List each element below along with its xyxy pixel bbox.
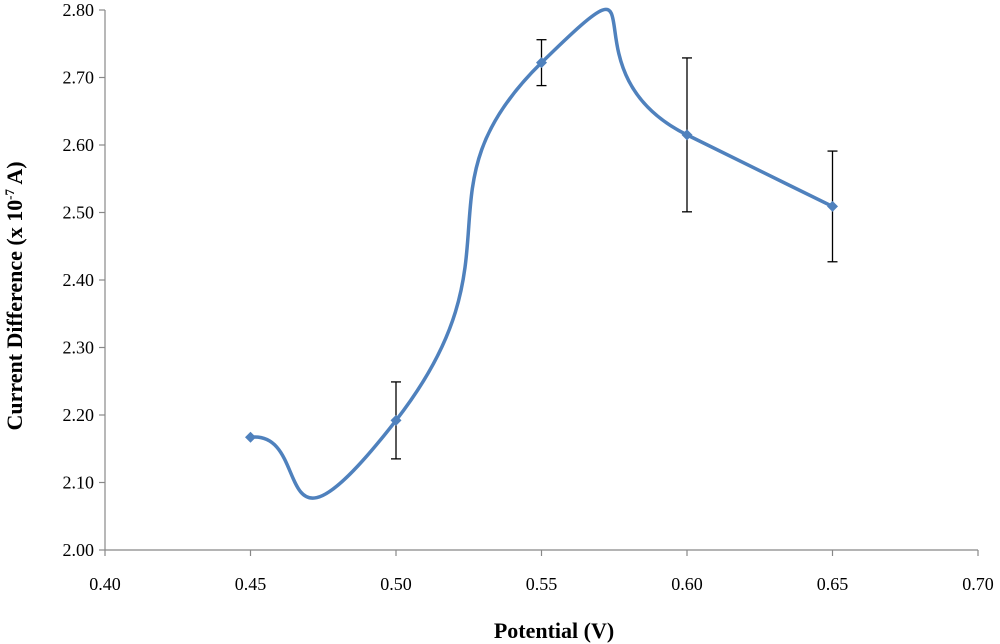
data-point-marker <box>390 414 402 426</box>
data-point-marker <box>681 129 693 141</box>
y-tick-label: 2.30 <box>63 338 95 358</box>
y-tick-label: 2.20 <box>63 405 95 425</box>
x-tick-label: 0.65 <box>817 574 849 594</box>
x-axis-title: Potential (V) <box>494 618 614 643</box>
series-line <box>248 7 835 500</box>
y-axis-ticks: 2.00 2.10 2.20 2.30 2.40 2.50 2.60 2.70 2.80 <box>63 0 105 560</box>
data-point-marker <box>245 431 256 443</box>
x-tick-label: 0.40 <box>89 574 121 594</box>
y-tick-label: 2.00 <box>63 540 95 560</box>
y-axis-title: Current Difference (x 10-7 A) <box>2 161 27 430</box>
y-axis-title-unit: A) <box>2 161 27 189</box>
y-tick-label: 2.70 <box>63 68 95 88</box>
data-markers <box>245 57 838 443</box>
y-tick-label: 2.40 <box>63 270 95 290</box>
y-axis-title-main: Current Difference (x 10 <box>2 200 27 431</box>
y-tick-label: 2.60 <box>63 135 95 155</box>
x-tick-label: 0.50 <box>380 574 412 594</box>
y-axis-title-superscript: -7 <box>2 188 17 199</box>
x-axis-ticks: 0.40 0.45 0.50 0.55 0.60 0.65 0.70 <box>89 550 994 594</box>
y-tick-label: 2.80 <box>63 0 95 20</box>
x-tick-label: 0.55 <box>526 574 558 594</box>
x-tick-label: 0.60 <box>671 574 703 594</box>
x-tick-label: 0.45 <box>235 574 267 594</box>
x-tick-label: 0.70 <box>962 574 994 594</box>
error-bars <box>391 39 838 460</box>
data-point-marker <box>536 57 547 69</box>
y-tick-label: 2.50 <box>63 203 95 223</box>
y-tick-label: 2.10 <box>63 473 95 493</box>
data-point-marker <box>827 200 838 212</box>
